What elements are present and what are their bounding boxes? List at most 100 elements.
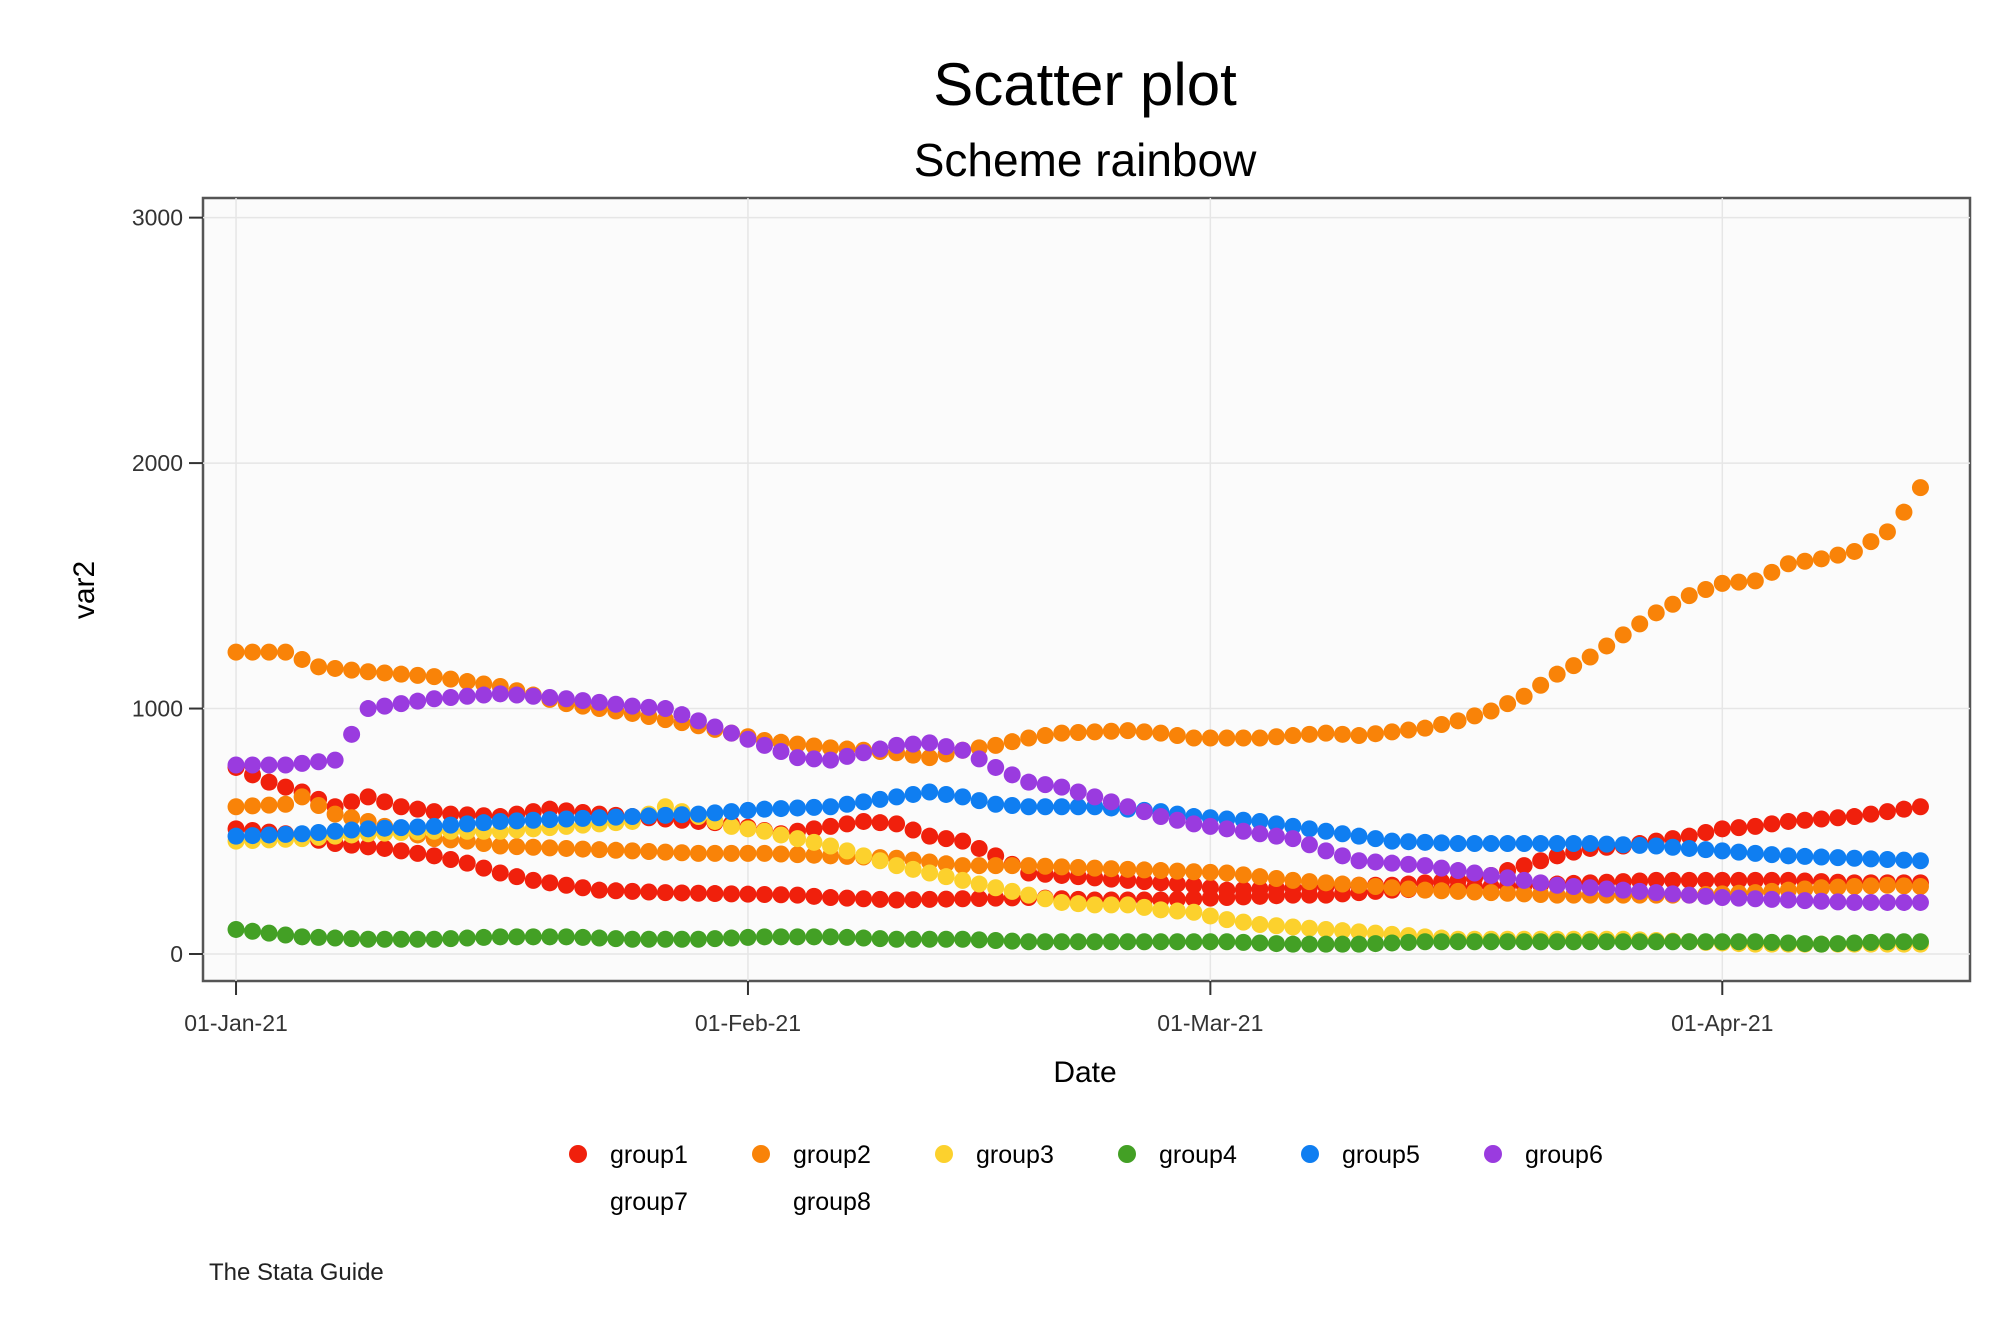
data-point <box>1532 885 1550 903</box>
data-point <box>1102 933 1120 951</box>
data-point <box>1499 869 1517 887</box>
data-point <box>1746 817 1764 835</box>
data-point <box>623 930 641 948</box>
data-point <box>1433 834 1451 852</box>
data-point <box>789 735 807 753</box>
data-point <box>1383 832 1401 850</box>
data-point <box>1565 835 1583 853</box>
data-point <box>1185 933 1203 951</box>
data-point <box>888 788 906 806</box>
data-point <box>1664 871 1682 889</box>
data-point <box>475 814 493 832</box>
data-point <box>1416 933 1434 951</box>
data-point <box>1697 824 1715 841</box>
data-point <box>739 844 757 862</box>
data-point <box>1168 727 1186 745</box>
data-point <box>343 661 361 679</box>
data-point <box>1119 798 1137 816</box>
data-point <box>524 871 542 889</box>
data-point <box>673 930 691 948</box>
legend-label: group4 <box>1159 1141 1237 1169</box>
data-point <box>1234 888 1252 906</box>
legend-marker <box>1484 1145 1502 1163</box>
data-point <box>1053 778 1071 796</box>
data-point <box>409 800 427 818</box>
data-point <box>921 827 939 845</box>
data-point <box>1036 933 1054 951</box>
data-point <box>1234 913 1252 931</box>
data-point <box>640 807 658 825</box>
data-point <box>689 805 707 823</box>
data-point <box>1730 573 1748 591</box>
data-point <box>1069 933 1087 951</box>
data-point <box>244 756 262 774</box>
data-point <box>1482 884 1500 902</box>
data-point <box>937 738 955 756</box>
data-point <box>557 810 575 828</box>
data-point <box>1400 933 1418 951</box>
data-point <box>739 801 757 819</box>
data-point <box>293 825 311 843</box>
x-tick-label: 01-Mar-21 <box>1157 1010 1263 1036</box>
data-point <box>574 692 592 710</box>
data-point <box>1317 724 1335 742</box>
data-point <box>1911 893 1929 911</box>
data-point <box>1251 825 1269 843</box>
data-point <box>673 884 691 902</box>
data-point <box>987 795 1005 813</box>
data-point <box>1267 935 1285 953</box>
data-point <box>838 928 856 946</box>
data-point <box>789 886 807 904</box>
data-point <box>260 773 278 791</box>
data-point <box>1284 935 1302 953</box>
data-point <box>260 643 278 661</box>
data-point <box>1069 858 1087 876</box>
data-point <box>1300 886 1318 904</box>
data-point <box>1845 808 1863 826</box>
data-point <box>491 928 509 946</box>
data-point <box>640 698 658 716</box>
data-point <box>1267 827 1285 845</box>
data-point <box>277 825 295 843</box>
data-point <box>1565 933 1583 951</box>
data-point <box>1581 933 1599 951</box>
data-point <box>1185 863 1203 881</box>
data-point <box>1102 793 1120 811</box>
data-point <box>1284 918 1302 936</box>
data-point <box>1086 723 1104 741</box>
data-point <box>937 930 955 948</box>
data-point <box>1565 878 1583 895</box>
data-point <box>904 735 922 753</box>
data-point <box>1201 933 1219 951</box>
data-point <box>1631 836 1649 854</box>
data-point <box>1631 615 1649 633</box>
data-point <box>1300 935 1318 953</box>
data-point <box>1466 883 1484 901</box>
data-point <box>805 833 823 851</box>
data-point <box>1333 847 1351 865</box>
data-point <box>755 885 773 903</box>
data-point <box>1796 552 1814 570</box>
data-point <box>1449 862 1467 880</box>
data-point <box>1036 890 1054 908</box>
data-point <box>805 737 823 755</box>
data-point <box>409 818 427 836</box>
data-point <box>921 890 939 908</box>
data-point <box>491 812 509 830</box>
data-point <box>1053 933 1071 951</box>
data-point <box>541 839 559 857</box>
data-point <box>1482 866 1500 884</box>
data-point <box>508 928 526 946</box>
data-point <box>1845 542 1863 560</box>
legend-label: group7 <box>610 1188 688 1216</box>
data-point <box>838 795 856 813</box>
data-point <box>888 815 906 833</box>
data-point <box>772 743 790 760</box>
data-point <box>904 891 922 909</box>
data-point <box>855 793 873 811</box>
data-point <box>1499 695 1517 713</box>
data-point <box>409 692 427 710</box>
data-point <box>1862 877 1880 895</box>
data-point <box>1135 873 1153 891</box>
data-point <box>1911 933 1929 951</box>
